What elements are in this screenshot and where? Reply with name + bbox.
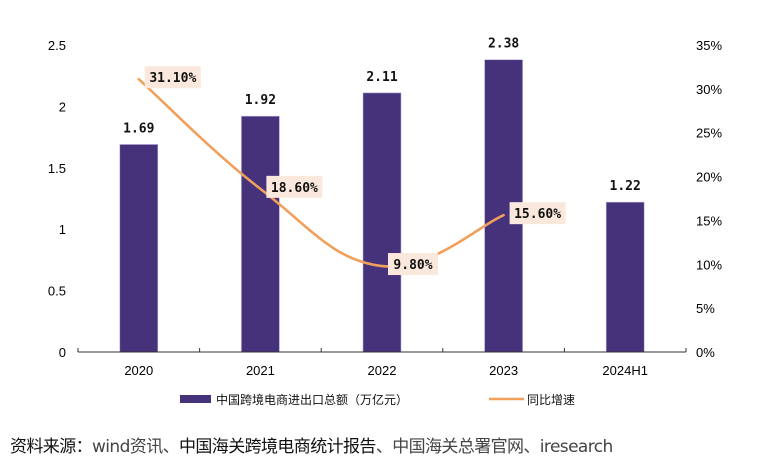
line-label-box xyxy=(266,175,323,198)
x-tick-label: 2023 xyxy=(489,363,518,378)
left-tick-label: 0 xyxy=(59,345,66,360)
x-axis xyxy=(77,348,687,353)
bar-label-2020: 1.69 xyxy=(123,121,154,136)
bar-label-2024H1: 1.22 xyxy=(610,179,641,194)
right-axis-ticks: 0% 5% 10% 15% 20% 25% 30% 35% xyxy=(696,38,722,360)
left-axis-ticks: 0 0.5 1 1.5 2 2.5 xyxy=(48,38,66,360)
source-part2: 中国海关跨境电商统计报告 xyxy=(179,437,376,457)
right-tick-label: 15% xyxy=(696,213,722,228)
bar-2024H1 xyxy=(605,201,645,353)
left-tick-label: 0.5 xyxy=(48,284,66,299)
source-prefix: 资料来源： xyxy=(10,437,93,457)
bar-2020 xyxy=(119,144,159,353)
left-tick-label: 2 xyxy=(59,99,66,114)
combo-chart: 0 0.5 1 1.5 2 2.5 0% 5% 10% 15% 20% 25% 30% 35% 2020… xyxy=(48,37,723,407)
legend-label-bar: 中国跨境电商进出口总额（万亿元） xyxy=(216,392,408,407)
x-tick-label: 2022 xyxy=(368,363,397,378)
bar-label-2023: 2.38 xyxy=(488,37,519,52)
line-label-2022: 9.80% xyxy=(393,258,432,273)
line-data-labels: 31.10% 18.60% 9.80% 15.60% xyxy=(144,66,566,276)
line-label-2020: 31.10% xyxy=(149,71,196,86)
right-tick-label: 20% xyxy=(696,170,722,185)
line-label-box xyxy=(388,253,438,276)
growth-line xyxy=(137,77,505,268)
x-axis-labels: 2020 2021 2022 2023 2024H1 xyxy=(124,363,648,378)
right-tick-label: 10% xyxy=(696,257,722,272)
line-series xyxy=(137,77,505,268)
left-tick-label: 1 xyxy=(59,222,66,237)
bar-label-2022: 2.11 xyxy=(366,70,397,85)
legend-swatch-bar xyxy=(180,395,211,403)
line-label-2021: 18.60% xyxy=(271,181,318,196)
bar-data-labels: 1.69 1.92 2.11 2.38 1.22 xyxy=(123,37,641,194)
right-tick-label: 30% xyxy=(696,82,722,97)
x-tick-label: 2021 xyxy=(246,363,275,378)
source-part1: wind资讯、 xyxy=(92,437,180,457)
right-tick-label: 0% xyxy=(696,345,715,360)
line-label-2023: 15.60% xyxy=(514,207,561,222)
line-label-box xyxy=(509,202,566,225)
bar-2022 xyxy=(362,92,402,353)
bar-2021 xyxy=(241,115,280,353)
right-tick-label: 25% xyxy=(696,126,722,141)
source-note: 资料来源：wind资讯、中国海关跨境电商统计报告、中国海关总署官网、iresea… xyxy=(10,432,613,457)
line-label-box xyxy=(144,66,201,89)
bar-series xyxy=(119,59,645,353)
right-tick-label: 5% xyxy=(696,301,715,316)
right-tick-label: 35% xyxy=(696,38,722,53)
left-tick-label: 1.5 xyxy=(48,161,66,176)
legend: 中国跨境电商进出口总额（万亿元） 同比增速 xyxy=(180,392,575,407)
x-tick-label: 2024H1 xyxy=(602,363,648,378)
source-part3: 、中国海关总署官网、iresearch xyxy=(375,437,613,457)
bar-label-2021: 1.92 xyxy=(245,93,276,108)
x-tick-label: 2020 xyxy=(124,363,153,378)
legend-label-line: 同比增速 xyxy=(527,393,575,407)
left-tick-label: 2.5 xyxy=(48,38,66,53)
